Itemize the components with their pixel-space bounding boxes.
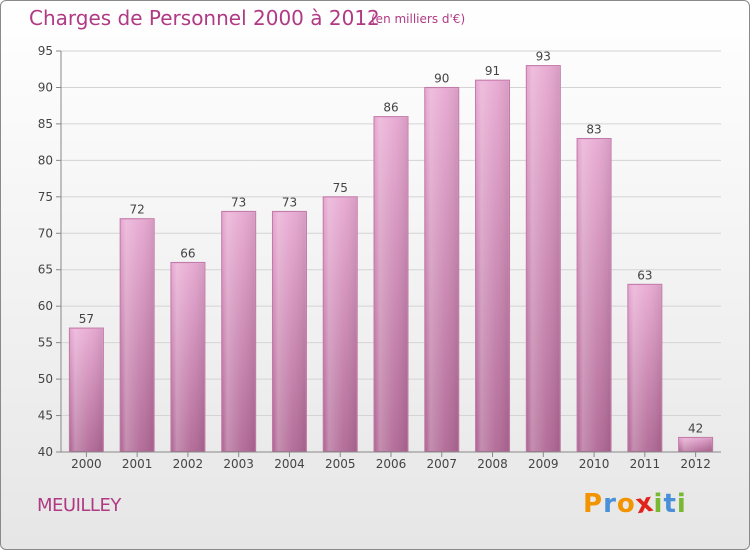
logo-letter: t [663,489,677,519]
x-tick-label: 2011 [630,457,661,471]
data-label: 57 [79,312,94,326]
logo-letter: r [603,489,617,519]
bar-shine [222,212,255,451]
bar-shine [679,438,712,451]
data-label: 91 [485,64,500,78]
data-label: 93 [536,50,551,64]
logo-letter: P [583,489,604,519]
x-tick-label: 2005 [325,457,356,471]
x-tick-label: 2012 [680,457,711,471]
data-label: 90 [434,71,449,85]
data-label: 73 [231,195,246,209]
y-tick-label: 85 [38,117,53,131]
x-tick-label: 2003 [223,457,254,471]
y-tick-label: 70 [38,226,53,240]
x-tick-label: 2010 [579,457,610,471]
data-label: 73 [282,195,297,209]
y-tick-label: 55 [38,336,53,350]
bar-shine [273,212,306,451]
y-tick-label: 95 [38,44,53,58]
bar-shine [70,329,103,451]
y-tick-label: 60 [38,299,53,313]
x-tick-label: 2006 [376,457,407,471]
bar-shine [375,117,407,452]
chart-title: Charges de Personnel 2000 à 2012 [29,6,380,30]
logo-letter: o [616,489,636,519]
x-tick-label: 2004 [274,457,305,471]
data-label: 66 [180,246,195,260]
data-label: 63 [637,268,652,282]
y-tick-label: 45 [38,409,53,423]
bar-shine [578,139,611,451]
data-label: 86 [383,101,398,115]
place-name: MEUILLEY [37,495,121,516]
y-tick-label: 75 [38,190,53,204]
bar-shine [476,81,509,451]
x-tick-label: 2009 [528,457,559,471]
x-tick-label: 2008 [477,457,508,471]
bar-shine [425,88,458,452]
data-label: 75 [333,181,348,195]
bar-shine [324,197,357,451]
proxiti-logo[interactable]: Proxiti [583,488,687,521]
bar-shine [628,285,661,451]
y-tick-label: 65 [38,263,53,277]
y-tick-label: 50 [38,372,53,386]
logo-letter: i [676,489,687,519]
data-label: 83 [586,122,601,136]
chart-unit: (en milliers d'€) [371,12,466,26]
x-tick-label: 2001 [122,457,153,471]
bar-shine [527,66,560,451]
y-tick-label: 90 [38,80,53,94]
x-tick-label: 2000 [71,457,102,471]
data-label: 72 [130,203,145,217]
bar-shine [171,263,204,451]
bar-shine [121,219,154,451]
x-tick-label: 2002 [173,457,204,471]
x-tick-label: 2007 [426,457,457,471]
y-tick-label: 40 [38,445,53,459]
data-label: 42 [688,421,703,435]
y-tick-label: 80 [38,153,53,167]
logo-letter: i [653,489,664,519]
